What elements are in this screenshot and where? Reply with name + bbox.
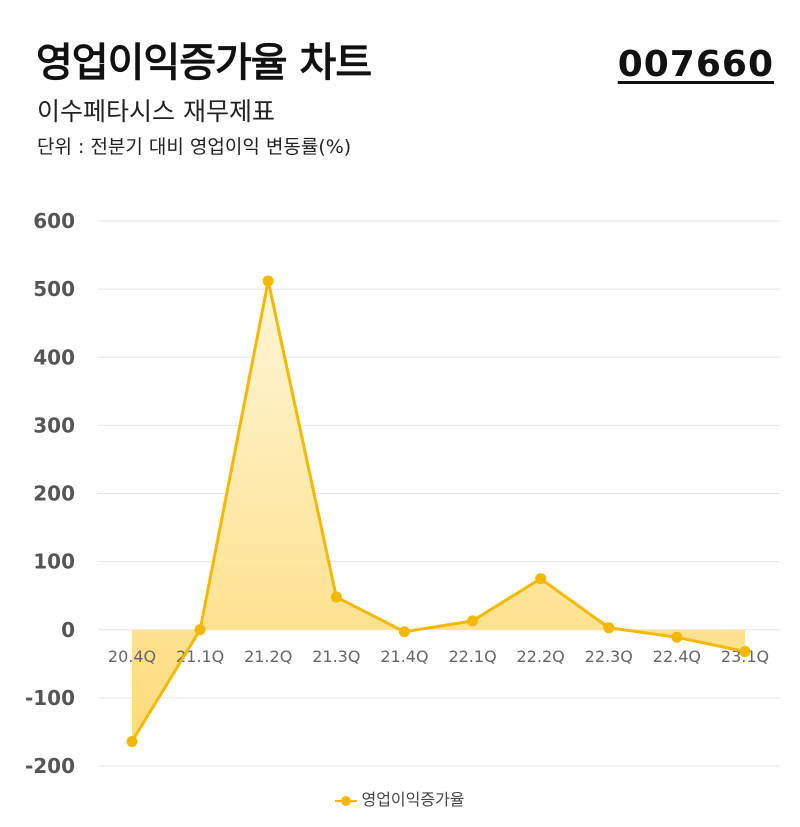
x-tick-label: 22.3Q bbox=[585, 647, 633, 666]
x-tick-label: 22.1Q bbox=[448, 647, 496, 666]
data-points bbox=[126, 275, 751, 747]
y-tick-label: 400 bbox=[33, 345, 75, 369]
x-tick-label: 20.4Q bbox=[108, 647, 156, 666]
x-tick-label: 21.4Q bbox=[380, 647, 428, 666]
y-tick-label: 0 bbox=[61, 618, 75, 642]
data-point[interactable] bbox=[467, 615, 479, 627]
grid-lines bbox=[98, 220, 780, 767]
data-point[interactable] bbox=[603, 622, 615, 634]
data-point[interactable] bbox=[398, 626, 410, 638]
x-tick-label: 21.3Q bbox=[312, 647, 360, 666]
y-tick-label: 300 bbox=[33, 413, 75, 437]
x-axis-ticks: 20.4Q 21.1Q 21.2Q 21.3Q 21.4Q 22.1Q 22.2Q 22.3Q… bbox=[108, 647, 769, 666]
data-point[interactable] bbox=[739, 646, 751, 658]
y-tick-label: 200 bbox=[33, 482, 75, 506]
y-tick-label: -200 bbox=[25, 754, 75, 778]
series-line bbox=[130, 279, 746, 743]
page-subtitle: 이수페타시스 재무제표 bbox=[37, 97, 275, 126]
y-tick-label: 600 bbox=[33, 209, 75, 233]
y-tick-label: 500 bbox=[33, 277, 75, 301]
x-tick-label: 22.4Q bbox=[653, 647, 701, 666]
x-tick-label: 22.2Q bbox=[517, 647, 565, 666]
legend-marker-icon bbox=[335, 795, 358, 807]
data-point[interactable] bbox=[194, 624, 206, 636]
data-point[interactable] bbox=[671, 631, 683, 643]
stock-code[interactable]: 007660 bbox=[617, 44, 774, 85]
data-point[interactable] bbox=[330, 591, 342, 603]
page-title: 영업이익증가율 차트 bbox=[36, 40, 372, 86]
legend-label: 영업이익증가율 bbox=[361, 790, 465, 809]
data-point[interactable] bbox=[262, 275, 274, 287]
area-fill bbox=[132, 280, 745, 742]
data-point[interactable] bbox=[535, 573, 547, 585]
x-tick-label: 21.2Q bbox=[244, 647, 292, 666]
y-axis-ticks: 600 500 400 300 200 100 0 -100 -200 bbox=[25, 209, 75, 778]
data-point[interactable] bbox=[126, 735, 138, 747]
unit-label: 단위 : 전분기 대비 영업이익 변동률(%) bbox=[37, 136, 352, 158]
y-tick-label: 100 bbox=[33, 550, 75, 574]
chart-legend[interactable]: 영업이익증가율 bbox=[0, 786, 800, 810]
area-shape bbox=[132, 280, 745, 742]
series-polyline bbox=[130, 279, 746, 743]
y-tick-label: -100 bbox=[25, 686, 75, 710]
